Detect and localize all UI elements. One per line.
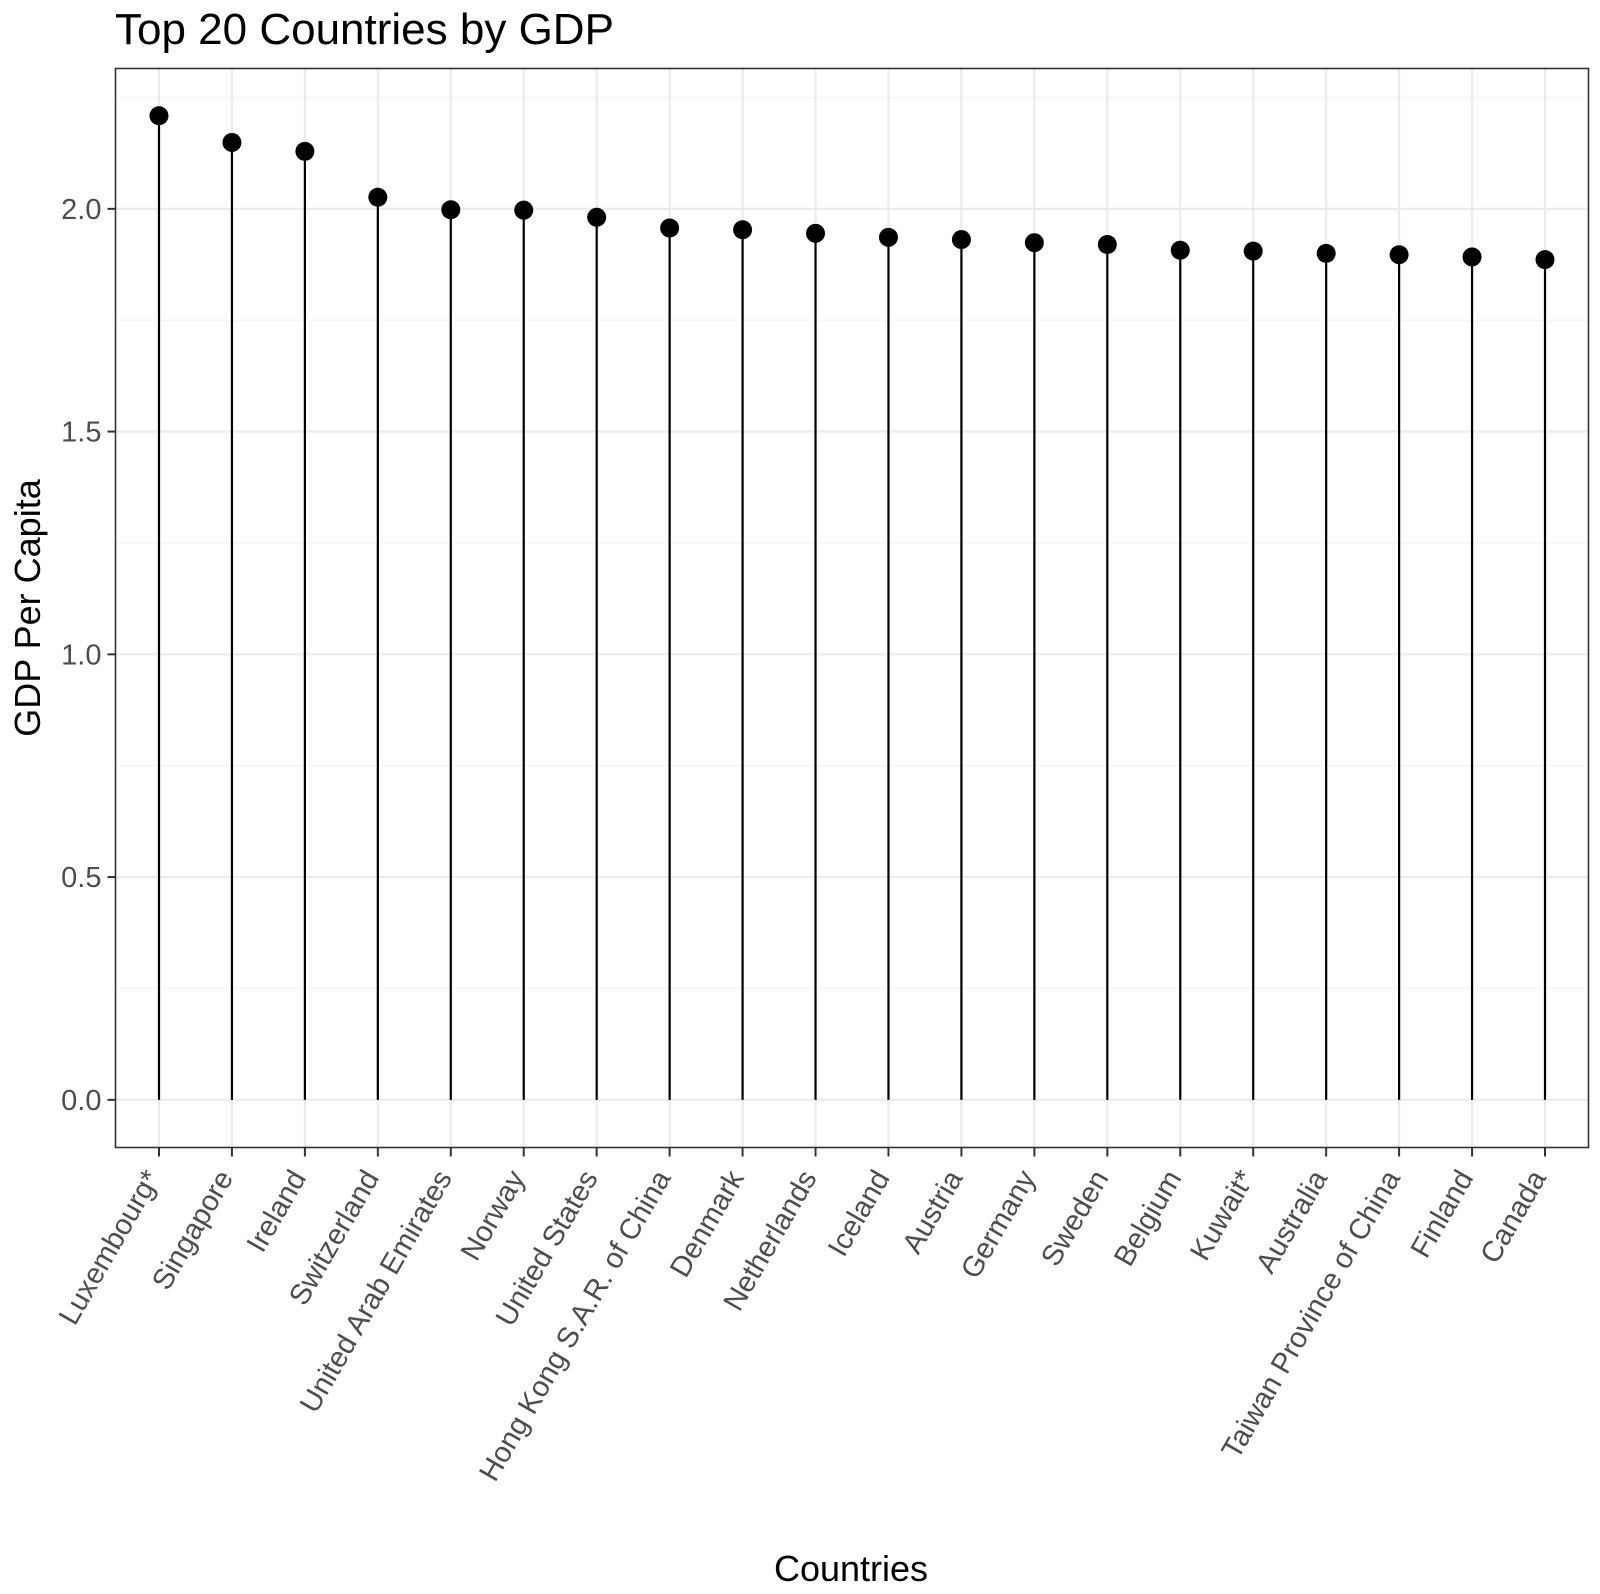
data-point <box>1243 241 1263 261</box>
x-tick-label: Kuwait* <box>1184 1165 1261 1266</box>
grid-lines <box>115 68 1589 1148</box>
x-tick-label: Norway <box>455 1165 532 1267</box>
x-axis: Luxembourg*Singapore IrelandSwitzerlandUn… <box>53 1147 1554 1487</box>
y-tick-label: 1.0 <box>61 639 101 671</box>
x-tick-label: Austria <box>897 1164 970 1259</box>
x-tick-label: Belgium <box>1108 1165 1188 1272</box>
x-tick-label: Sweden <box>1035 1165 1115 1272</box>
data-point <box>733 220 753 240</box>
x-axis-title: Countries <box>774 1548 928 1589</box>
y-tick-label: 2.0 <box>61 194 101 226</box>
x-tick-label: Australia <box>1250 1164 1335 1278</box>
lollipop-points <box>149 106 1555 270</box>
chart-title: Top 20 Countries by GDP <box>115 5 614 54</box>
x-tick-label: Canada <box>1475 1164 1554 1269</box>
data-point <box>951 230 971 250</box>
lollipop-stems <box>157 115 1547 1100</box>
data-point <box>587 207 607 227</box>
data-point <box>1316 243 1336 263</box>
x-tick-label: Luxembourg* <box>53 1165 167 1330</box>
data-point <box>1170 240 1190 260</box>
x-tick-label: Ireland <box>241 1165 313 1258</box>
data-point <box>149 106 169 126</box>
data-point <box>514 200 534 220</box>
y-axis: 0.0 0.5 1.0 1.5 2.0 <box>61 194 116 1117</box>
y-tick-label: 0.0 <box>61 1085 101 1117</box>
data-point <box>368 187 388 207</box>
y-tick-label: 1.5 <box>61 417 101 449</box>
data-point <box>806 223 826 243</box>
data-point <box>1462 247 1482 267</box>
data-point <box>1097 234 1117 254</box>
y-axis-title: GDP Per Capita <box>7 478 48 736</box>
data-point <box>441 200 461 220</box>
x-tick-label: Iceland <box>822 1165 896 1262</box>
data-point <box>878 227 898 247</box>
data-point <box>1389 245 1409 265</box>
data-point <box>222 132 242 152</box>
plot-panel-border <box>114 67 1590 1149</box>
y-tick-label: 0.5 <box>61 862 101 894</box>
data-point <box>1535 250 1555 270</box>
data-point <box>1024 233 1044 253</box>
x-tick-label: Finland <box>1405 1165 1480 1263</box>
data-point <box>660 218 680 238</box>
data-point <box>295 141 315 161</box>
